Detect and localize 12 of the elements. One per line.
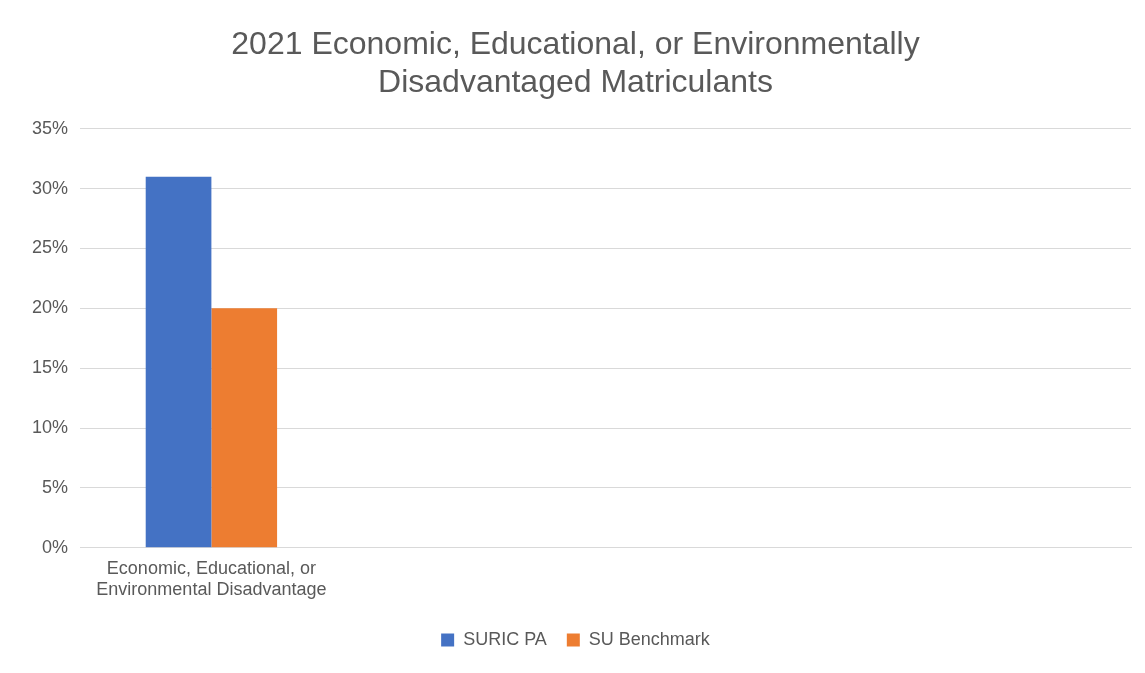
y-tick-label: 25% [32, 237, 69, 258]
y-tick-label: 15% [32, 357, 69, 378]
chart-title: 2021 Economic, Educational, or Environmentally Disadvantaged Matriculants [231, 25, 920, 100]
y-tick-label: 20% [32, 297, 69, 318]
y-tick-label: 10% [32, 417, 69, 438]
x-tick-label: Economic, Educational, or Environmental Disadvantage [96, 557, 327, 600]
y-tick-label: 5% [42, 476, 69, 497]
y-tick-label: 0% [42, 536, 69, 557]
legend-label: SURIC PA [463, 628, 547, 649]
y-tick-label: 30% [32, 177, 69, 198]
legend-label: SU Benchmark [588, 628, 711, 649]
y-tick-label: 35% [32, 117, 69, 138]
